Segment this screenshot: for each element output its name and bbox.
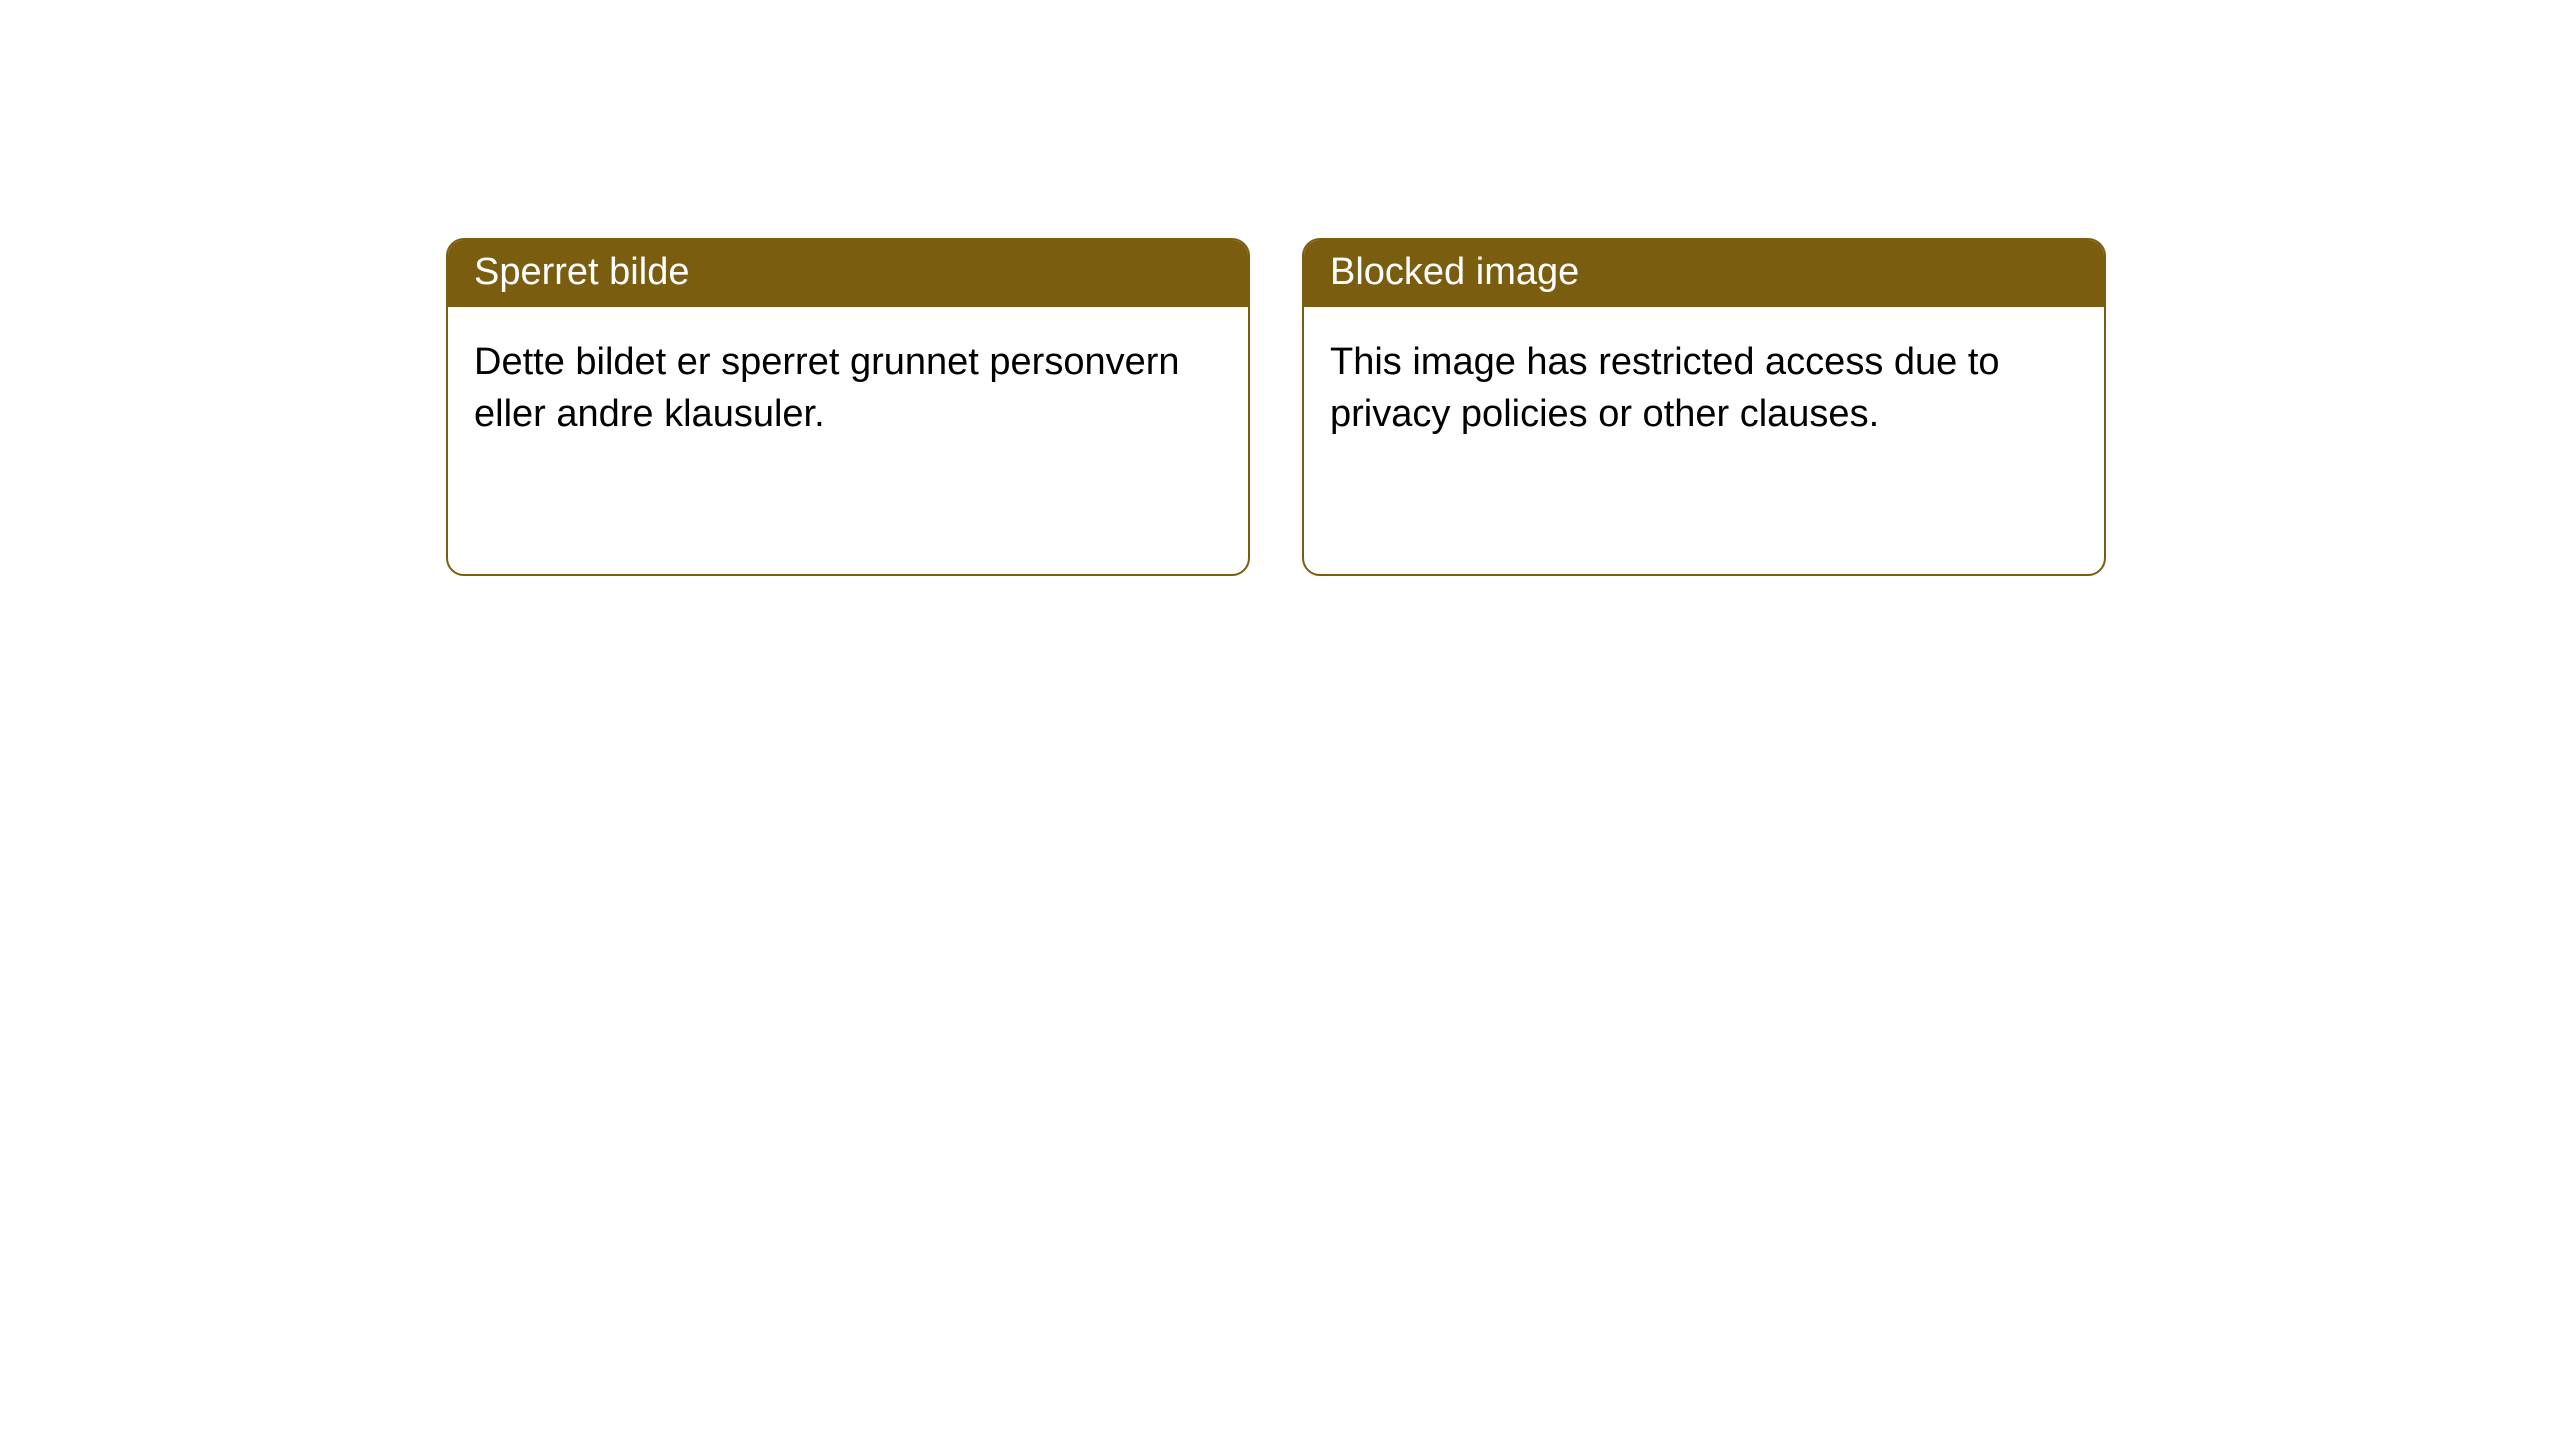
notice-card-english: Blocked image This image has restricted …: [1302, 238, 2106, 576]
notice-card-body: Dette bildet er sperret grunnet personve…: [448, 307, 1248, 466]
notice-card-body: This image has restricted access due to …: [1304, 307, 2104, 466]
notice-card-title: Sperret bilde: [448, 240, 1248, 307]
notice-container: Sperret bilde Dette bildet er sperret gr…: [0, 0, 2560, 576]
notice-card-title: Blocked image: [1304, 240, 2104, 307]
notice-card-norwegian: Sperret bilde Dette bildet er sperret gr…: [446, 238, 1250, 576]
